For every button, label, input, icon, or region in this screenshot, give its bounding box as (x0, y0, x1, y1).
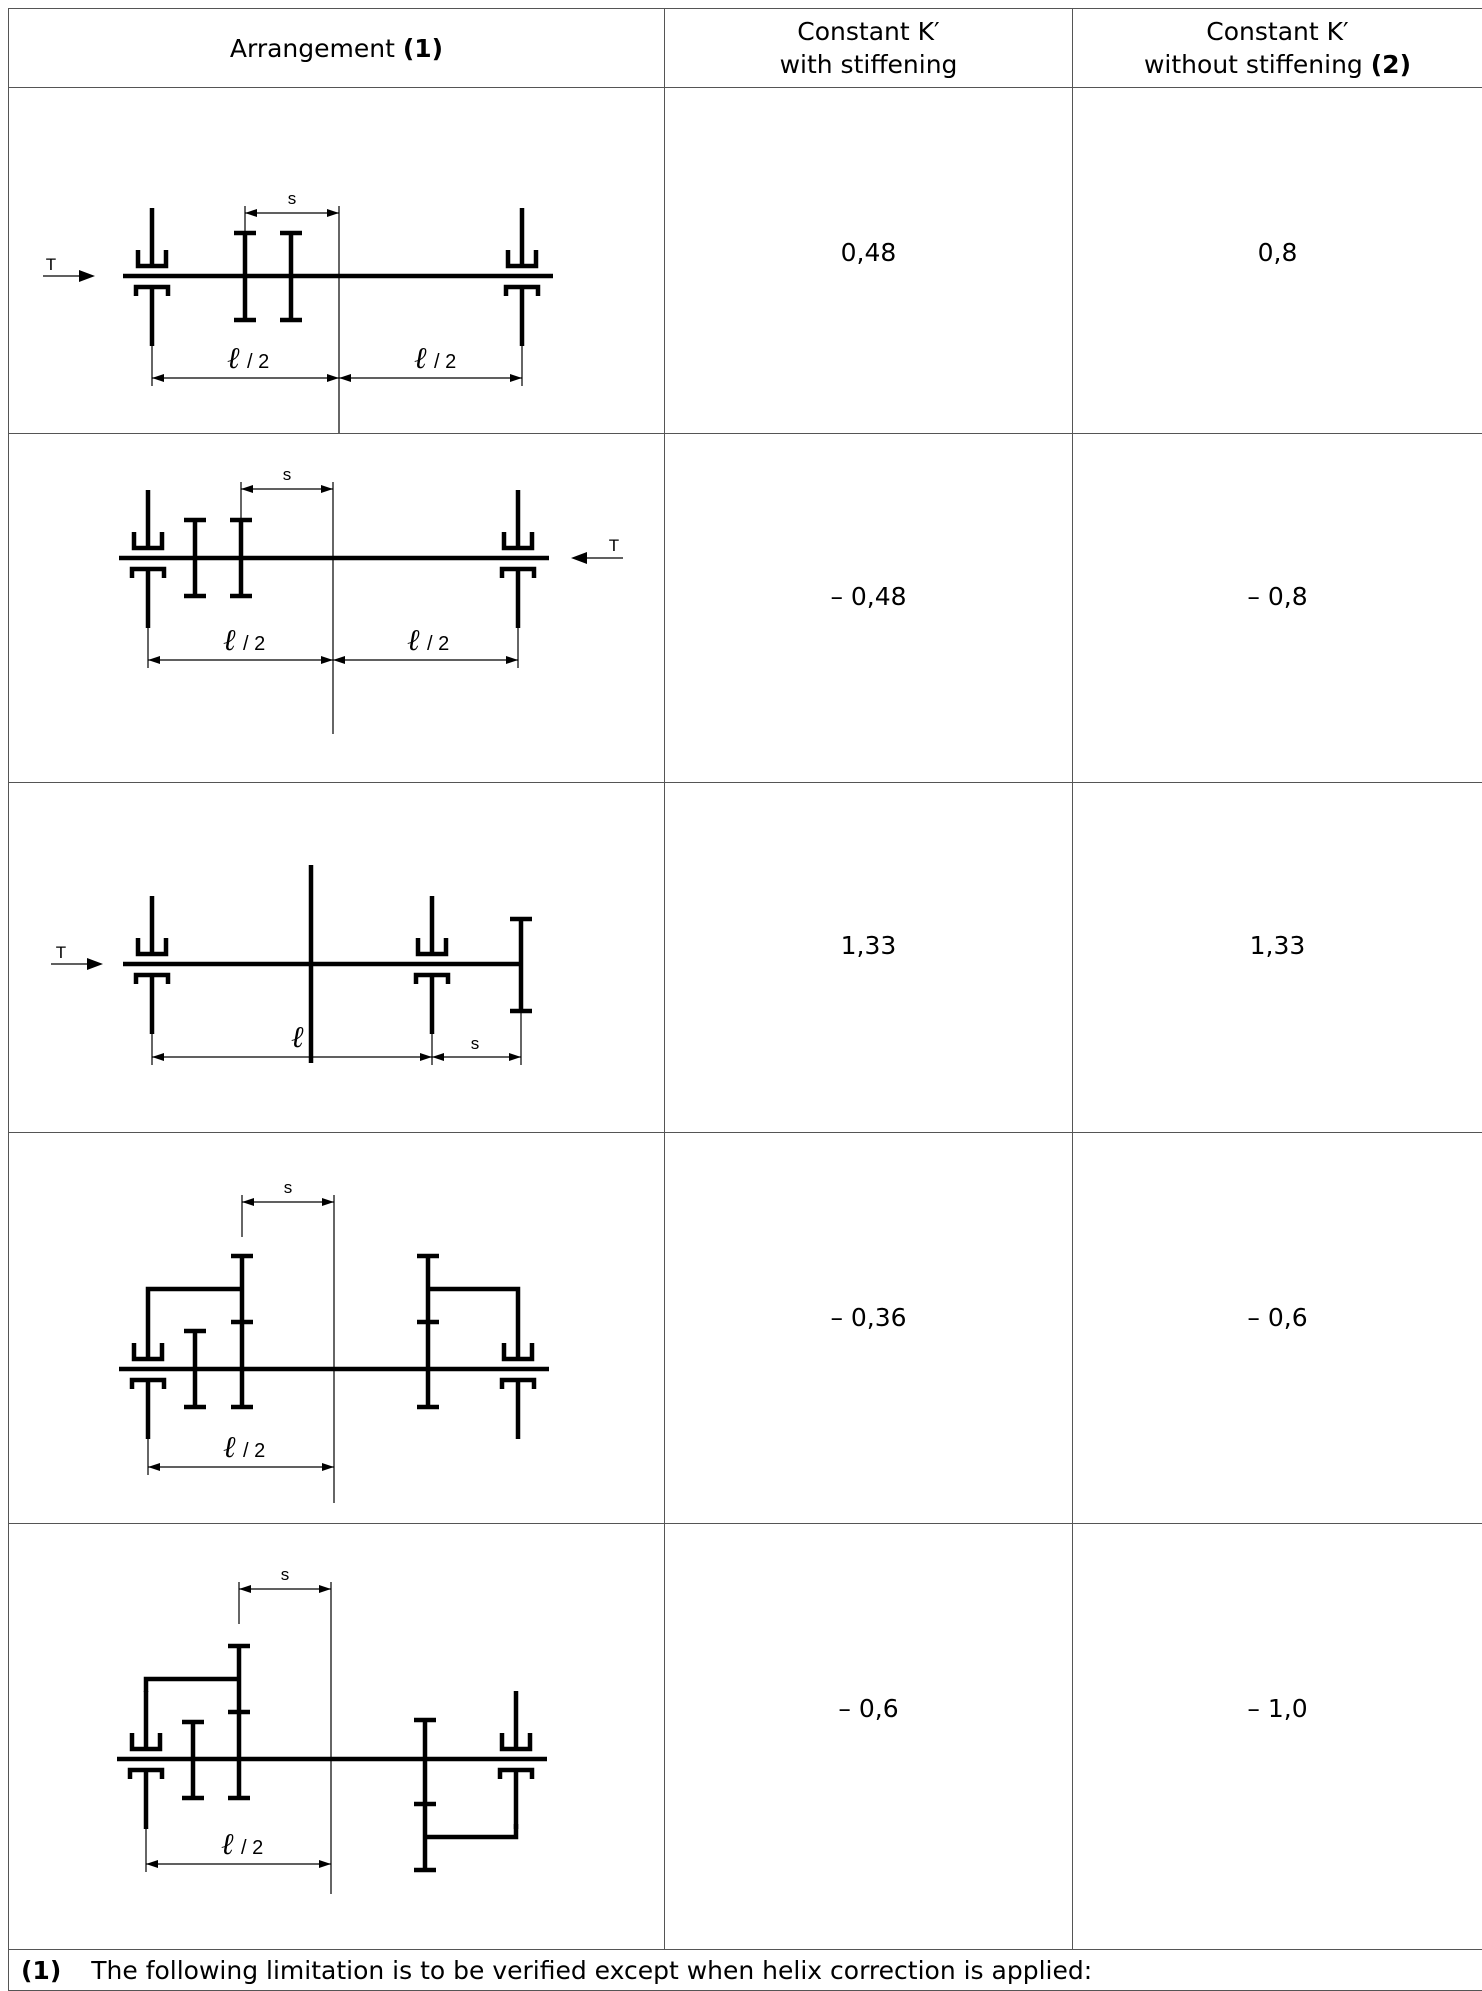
header-arrangement-note: (1) (403, 34, 443, 63)
header-with-line1: Constant K′ (797, 17, 939, 46)
without-stiffening-value: – 1,0 (1073, 1694, 1482, 1723)
s-label: s (471, 1034, 480, 1053)
ell-label: ℓ (291, 1020, 304, 1055)
header-arrangement: Arrangement (1) (9, 9, 665, 88)
table-row: s (9, 1133, 1482, 1524)
with-stiffening-value: 0,48 (665, 238, 1072, 267)
footnote-marker: (1) (21, 1956, 61, 1985)
with-stiffening-cell: – 0,36 (665, 1133, 1073, 1524)
t-label: T (56, 943, 66, 962)
with-stiffening-cell: 1,33 (665, 783, 1073, 1133)
t-label: T (46, 255, 56, 274)
with-stiffening-cell: 0,48 (665, 88, 1073, 434)
arrangement-diagram-3: T ℓ s (9, 783, 665, 1133)
s-label: s (284, 1178, 293, 1197)
with-stiffening-cell: – 0,48 (665, 434, 1073, 783)
arrangement-diagram-1: s T (9, 88, 665, 434)
t-label: T (609, 536, 619, 555)
with-stiffening-value: – 0,6 (665, 1694, 1072, 1723)
header-without-line2: without stiffening (1144, 50, 1363, 79)
half-label: / 2 (241, 1837, 263, 1859)
half-label: / 2 (434, 351, 456, 373)
without-stiffening-value: – 0,8 (1073, 582, 1482, 611)
ell-label: ℓ (221, 1827, 234, 1862)
without-stiffening-cell: – 0,6 (1073, 1133, 1482, 1524)
without-stiffening-cell: 1,33 (1073, 783, 1482, 1133)
ell-label: ℓ (227, 341, 240, 376)
ell-label: ℓ (223, 623, 236, 658)
with-stiffening-value: 1,33 (665, 931, 1072, 960)
header-with-line2: with stiffening (780, 50, 958, 79)
arrangement-diagram-5: s (9, 1524, 665, 1950)
header-with-stiffening: Constant K′ with stiffening (665, 9, 1073, 88)
without-stiffening-cell: – 1,0 (1073, 1524, 1482, 1950)
arrangement-diagram-4: s (9, 1133, 665, 1524)
ell-label: ℓ (414, 341, 427, 376)
half-label: / 2 (427, 633, 449, 655)
ell-label: ℓ (223, 1430, 236, 1465)
without-stiffening-value: – 0,6 (1073, 1303, 1482, 1332)
table-row: s T (9, 88, 1482, 434)
arrangement-diagram-2: s T ℓ (9, 434, 665, 783)
header-without-stiffening: Constant K′ without stiffening (2) (1073, 9, 1482, 88)
s-label: s (288, 189, 297, 208)
with-stiffening-cell: – 0,6 (665, 1524, 1073, 1950)
without-stiffening-value: 0,8 (1073, 238, 1482, 267)
header-without-line1: Constant K′ (1206, 17, 1348, 46)
without-stiffening-value: 1,33 (1073, 931, 1482, 960)
half-label: / 2 (243, 633, 265, 655)
footnote: (1) The following limitation is to be ver… (9, 1950, 1482, 1991)
table-row: s T ℓ (9, 434, 1482, 783)
header-without-note: (2) (1371, 50, 1411, 79)
table-row: s (9, 1524, 1482, 1950)
with-stiffening-value: – 0,48 (665, 582, 1072, 611)
footnote-text: The following limitation is to be verifi… (91, 1956, 1092, 1985)
half-label: / 2 (247, 351, 269, 373)
s-label: s (283, 465, 292, 484)
ell-label: ℓ (407, 623, 420, 658)
header-arrangement-label: Arrangement (230, 34, 395, 63)
table-row: T ℓ s 1,33 (9, 783, 1482, 1133)
without-stiffening-cell: 0,8 (1073, 88, 1482, 434)
with-stiffening-value: – 0,36 (665, 1303, 1072, 1332)
constant-k-table: Arrangement (1) Constant K′ with stiffen… (8, 8, 1482, 1991)
footnote-row: (1) The following limitation is to be ver… (9, 1950, 1482, 1991)
s-label: s (281, 1565, 290, 1584)
without-stiffening-cell: – 0,8 (1073, 434, 1482, 783)
half-label: / 2 (243, 1440, 265, 1462)
